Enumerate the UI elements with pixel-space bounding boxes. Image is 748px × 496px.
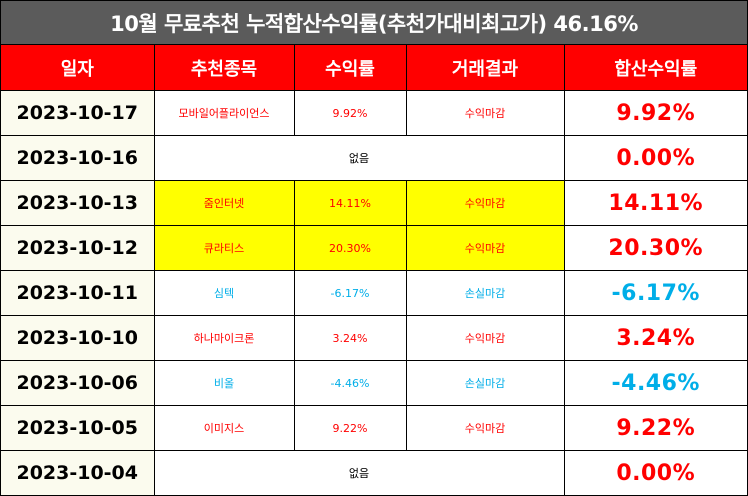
row-stock: 모바일어플라이언스: [153, 90, 295, 136]
row-cumulative: 0.00%: [563, 450, 747, 495]
header-cumulative: 합산수익률: [563, 45, 747, 91]
row-cumulative: -6.17%: [563, 270, 747, 316]
row-return: 9.92%: [293, 90, 407, 136]
header-date: 일자: [1, 45, 155, 91]
table-row: 2023-10-06 비올 -4.46% 손실마감 -4.46%: [1, 360, 747, 406]
row-stock: 이미지스: [153, 405, 295, 451]
row-date: 2023-10-04: [1, 450, 155, 495]
row-return: 3.24%: [293, 315, 407, 361]
row-stock: 큐라티스: [153, 225, 295, 271]
header-result: 거래결과: [405, 45, 565, 91]
row-result: 수익마감: [405, 90, 565, 136]
table-row: 2023-10-17 모바일어플라이언스 9.92% 수익마감 9.92%: [1, 90, 747, 136]
row-date: 2023-10-05: [1, 405, 155, 451]
row-result: 손실마감: [405, 270, 565, 316]
row-none: 없음: [153, 450, 565, 495]
row-return: 9.22%: [293, 405, 407, 451]
row-date: 2023-10-13: [1, 180, 155, 226]
row-return: 20.30%: [293, 225, 407, 271]
header-return: 수익률: [293, 45, 407, 91]
row-date: 2023-10-06: [1, 360, 155, 406]
table-row: 2023-10-04 없음 0.00%: [1, 450, 747, 495]
results-table: 일자 추천종목 수익률 거래결과 합산수익률 2023-10-17 모바일어플라…: [1, 45, 747, 495]
table-row: 2023-10-10 하나마이크론 3.24% 수익마감 3.24%: [1, 315, 747, 361]
row-none: 없음: [153, 135, 565, 181]
header-stock: 추천종목: [153, 45, 295, 91]
row-result: 수익마감: [405, 225, 565, 271]
table-row: 2023-10-12 큐라티스 20.30% 수익마감 20.30%: [1, 225, 747, 271]
row-date: 2023-10-11: [1, 270, 155, 316]
row-return: -6.17%: [293, 270, 407, 316]
row-return: -4.46%: [293, 360, 407, 406]
row-cumulative: -4.46%: [563, 360, 747, 406]
page-title: 10월 무료추천 누적합산수익률(추천가대비최고가) 46.16%: [1, 1, 747, 45]
row-cumulative: 14.11%: [563, 180, 747, 226]
row-date: 2023-10-17: [1, 90, 155, 136]
table-header-row: 일자 추천종목 수익률 거래결과 합산수익률: [1, 45, 747, 91]
row-date: 2023-10-10: [1, 315, 155, 361]
row-cumulative: 9.92%: [563, 90, 747, 136]
row-cumulative: 9.22%: [563, 405, 747, 451]
row-stock: 비올: [153, 360, 295, 406]
row-stock: 줌인터넷: [153, 180, 295, 226]
row-return: 14.11%: [293, 180, 407, 226]
table-row: 2023-10-05 이미지스 9.22% 수익마감 9.22%: [1, 405, 747, 451]
row-date: 2023-10-12: [1, 225, 155, 271]
row-date: 2023-10-16: [1, 135, 155, 181]
row-cumulative: 0.00%: [563, 135, 747, 181]
table-row: 2023-10-11 심텍 -6.17% 손실마감 -6.17%: [1, 270, 747, 316]
table-row: 2023-10-13 줌인터넷 14.11% 수익마감 14.11%: [1, 180, 747, 226]
row-stock: 심텍: [153, 270, 295, 316]
table-row: 2023-10-16 없음 0.00%: [1, 135, 747, 181]
row-stock: 하나마이크론: [153, 315, 295, 361]
row-result: 손실마감: [405, 360, 565, 406]
row-result: 수익마감: [405, 405, 565, 451]
row-result: 수익마감: [405, 180, 565, 226]
row-cumulative: 3.24%: [563, 315, 747, 361]
row-cumulative: 20.30%: [563, 225, 747, 271]
row-result: 수익마감: [405, 315, 565, 361]
